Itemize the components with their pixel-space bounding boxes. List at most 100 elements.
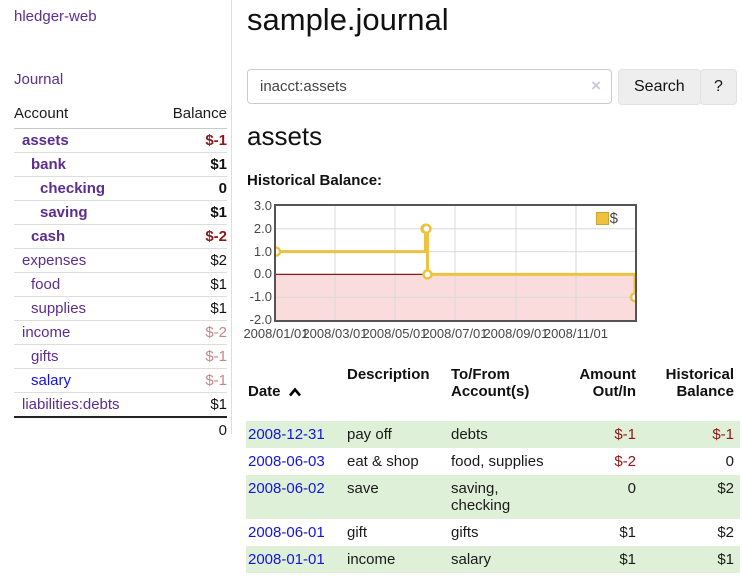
y-axis-tick-label: 2.0 <box>253 220 272 236</box>
transaction-date-link[interactable]: 2008-06-01 <box>248 524 325 541</box>
account-balance: $1 <box>154 152 227 177</box>
historical-balance-chart: $ 3.0 2.0 1.0 0.0 -1.0 -2.0 2008/01/01 2008/03/… <box>243 198 742 348</box>
account-balance: $-1 <box>154 344 227 369</box>
search-button[interactable]: Search <box>618 69 701 105</box>
legend-series-label: $ <box>609 210 618 227</box>
chart-plot-area: $ <box>274 204 637 322</box>
transaction-amount: $1 <box>619 524 636 541</box>
account-row: gifts $-1 <box>14 344 227 369</box>
transaction-row: 2008-12-31 pay off debts $-1 $-1 <box>246 421 740 448</box>
account-balance: $1 <box>154 392 227 417</box>
sidebar-account-link[interactable]: income <box>22 324 71 341</box>
chart-legend: $ <box>595 210 618 227</box>
sidebar-account-link[interactable]: supplies <box>31 300 87 317</box>
register-col-amount: Amount Out/In <box>579 366 636 400</box>
x-axis-tick-label: 2008/01/01 <box>243 326 309 341</box>
transaction-date-link[interactable]: 2008-06-03 <box>248 453 325 470</box>
search-input[interactable] <box>247 69 612 104</box>
accounts-total-value: 0 <box>14 416 227 443</box>
x-axis-tick-label: 2008/09/01 <box>483 326 549 341</box>
sidebar-account-link[interactable]: checking <box>40 180 106 197</box>
brand-link[interactable]: hledger-web <box>14 8 97 25</box>
x-axis-tick-label: 2008/11/01 <box>543 326 609 341</box>
sidebar-account-link[interactable]: salary <box>31 372 72 389</box>
transaction-accounts: debts <box>451 426 488 443</box>
x-axis-tick-label: 2008/05/01 <box>362 326 428 341</box>
transaction-balance: $2 <box>717 524 734 541</box>
account-balance: $-2 <box>154 224 227 249</box>
transaction-row: 2008-06-02 save saving, checking 0 $2 <box>246 475 740 519</box>
account-row: expenses $2 <box>14 248 227 273</box>
transaction-accounts: gifts <box>451 524 479 541</box>
sidebar-account-link[interactable]: gifts <box>31 348 59 365</box>
accounts-col-account: Account <box>14 102 155 129</box>
transaction-balance: $2 <box>717 480 734 497</box>
transaction-balance: 0 <box>725 453 734 470</box>
account-row: cash $-2 <box>14 224 227 249</box>
sidebar-account-link[interactable]: cash <box>31 228 66 245</box>
clear-search-icon[interactable]: × <box>591 76 601 95</box>
account-row: supplies $1 <box>14 296 227 321</box>
account-row: liabilities:debts $1 <box>14 392 227 417</box>
account-balance: $1 <box>154 296 227 321</box>
account-row: food $1 <box>14 272 227 297</box>
account-balance: $-1 <box>154 368 227 393</box>
transaction-accounts: saving, checking <box>451 480 511 514</box>
x-axis-tick-label: 2008/07/01 <box>422 326 488 341</box>
accounts-col-balance: Balance <box>154 102 227 129</box>
y-axis-tick-label: -2.0 <box>249 312 272 327</box>
sidebar-account-link[interactable]: saving <box>40 204 88 221</box>
transaction-amount: $1 <box>619 551 636 568</box>
help-button[interactable]: ? <box>700 69 737 105</box>
date-column-label: Date <box>248 383 281 400</box>
sidebar-item-journal[interactable]: Journal <box>14 71 64 88</box>
account-row: salary $-1 <box>14 368 227 393</box>
transaction-description: gift <box>347 524 368 541</box>
account-row: assets $-1 <box>14 129 227 153</box>
register-col-balance: Historical Balance <box>665 366 734 400</box>
account-balance: 0 <box>154 176 227 201</box>
account-row: bank $1 <box>14 152 227 177</box>
transaction-row: 2008-06-03 eat & shop food, supplies $-2 0 <box>246 448 740 475</box>
register-table: Date Description To/From Account(s) Amou… <box>246 362 740 573</box>
account-row: saving $1 <box>14 200 227 225</box>
transaction-row: 2008-01-01 income salary $1 $1 <box>246 546 740 573</box>
x-axis-tick-label: 2008/03/01 <box>302 326 368 341</box>
sidebar-account-link[interactable]: expenses <box>22 252 87 269</box>
transaction-description: eat & shop <box>347 453 419 470</box>
account-balance: $-1 <box>205 132 227 149</box>
account-row: income $-2 <box>14 320 227 345</box>
transaction-date-link[interactable]: 2008-01-01 <box>248 551 325 568</box>
account-balance: $1 <box>154 272 227 297</box>
historical-balance-label: Historical Balance: <box>247 172 383 189</box>
y-axis-tick-label: 0.0 <box>253 266 272 282</box>
register-col-description: Description <box>347 366 430 383</box>
main-content: sample.journal × Search ? assets Histori… <box>243 0 742 582</box>
transaction-description: save <box>347 480 379 497</box>
sidebar-account-link[interactable]: food <box>31 276 61 293</box>
transaction-accounts: food, supplies <box>451 453 544 470</box>
sidebar-account-link[interactable]: liabilities:debts <box>22 396 120 413</box>
account-heading: assets <box>247 121 323 151</box>
transaction-amount: $-2 <box>614 453 636 470</box>
transaction-date-link[interactable]: 2008-12-31 <box>248 426 325 443</box>
register-col-accounts: To/From Account(s) <box>451 366 530 400</box>
sidebar-account-link[interactable]: bank <box>31 156 67 173</box>
transaction-amount: $-1 <box>614 426 636 443</box>
sidebar: hledger-web Journal Account Balance asse… <box>0 0 232 443</box>
sidebar-account-link[interactable]: assets <box>22 132 69 149</box>
account-row: checking 0 <box>14 176 227 201</box>
transaction-balance: $1 <box>717 551 734 568</box>
y-axis-tick-label: 3.0 <box>253 198 272 213</box>
register-col-date[interactable]: Date <box>246 362 345 421</box>
account-balance: $2 <box>154 248 227 273</box>
account-balance: $1 <box>154 200 227 225</box>
transaction-date-link[interactable]: 2008-06-02 <box>248 480 325 497</box>
y-axis-tick-label: 1.0 <box>253 243 272 259</box>
sort-ascending-icon <box>288 387 301 397</box>
page-title: sample.journal <box>247 2 449 37</box>
transaction-balance: $-1 <box>712 426 734 443</box>
transaction-description: income <box>347 551 396 568</box>
y-axis-tick-label: -1.0 <box>249 289 272 305</box>
